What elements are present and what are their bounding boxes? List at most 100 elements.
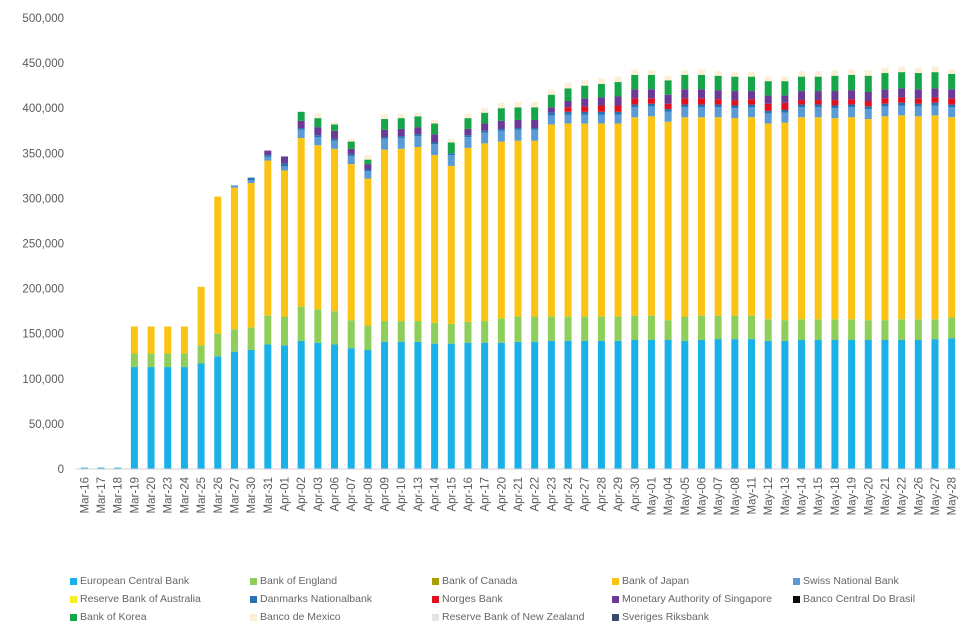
- bar-segment: [214, 196, 222, 334]
- bar-segment: [681, 70, 689, 75]
- bar-segment: [848, 90, 856, 100]
- bar-segment: [647, 103, 655, 107]
- bar-segment: [814, 100, 822, 105]
- bar-segment: [397, 118, 405, 129]
- x-tick-label: Mar-18: [113, 477, 125, 513]
- x-tick-label: May-15: [813, 477, 825, 515]
- bar-segment: [814, 104, 822, 108]
- bar-segment: [614, 105, 622, 112]
- bar-segment: [748, 76, 756, 92]
- bar-segment: [531, 140, 539, 317]
- bar-segment: [831, 105, 839, 109]
- bar-segment: [748, 315, 756, 340]
- bar-segment: [714, 99, 722, 105]
- bar-segment: [948, 69, 956, 74]
- bar-segment: [331, 148, 339, 312]
- bar-segment: [547, 340, 555, 469]
- x-tick-label: Apr-03: [313, 477, 325, 512]
- bar-segment: [864, 91, 872, 101]
- bar-segment: [697, 69, 705, 75]
- bar-segment: [564, 82, 572, 89]
- y-tick-label: 450,000: [22, 58, 64, 70]
- bar-segment: [798, 319, 806, 341]
- bar-segment: [381, 137, 389, 139]
- bar-segment: [731, 108, 739, 119]
- bar-segment: [914, 319, 922, 341]
- bar-segment: [597, 105, 605, 112]
- bar-segment: [547, 107, 555, 113]
- bar-segment: [531, 129, 539, 141]
- bar-segment: [280, 156, 288, 164]
- bar-segment: [748, 339, 756, 469]
- bar-segment: [748, 117, 756, 316]
- x-tick-label: May-12: [763, 477, 775, 515]
- bar-segment: [264, 160, 272, 316]
- bar-segment: [547, 115, 555, 125]
- bar-segment: [731, 118, 739, 316]
- bar-segment: [197, 345, 205, 364]
- bar-segment: [898, 102, 906, 106]
- bar-segment: [381, 129, 389, 138]
- bar-segment: [814, 71, 822, 77]
- x-tick-label: Mar-17: [96, 477, 108, 513]
- bar-segment: [664, 121, 672, 321]
- legend-label: Danmarks Nationalbank: [260, 593, 373, 605]
- bar-segment: [664, 80, 672, 95]
- bar-segment: [431, 142, 439, 145]
- bar-segment: [731, 76, 739, 92]
- bar-segment: [431, 343, 439, 469]
- bar-segment: [781, 112, 789, 123]
- legend-item: European Central Bank: [70, 575, 189, 587]
- bar-segment: [681, 117, 689, 317]
- bar-segment: [497, 141, 505, 319]
- bar-segment: [614, 123, 622, 317]
- bar-segment: [714, 75, 722, 91]
- bar-segment: [347, 164, 355, 321]
- bar-segment: [647, 98, 655, 104]
- bar-segment: [681, 316, 689, 341]
- legend-label: Bank of Canada: [442, 575, 518, 587]
- bar-segment: [864, 100, 872, 107]
- legend-swatch: [250, 613, 257, 621]
- bar-segment: [881, 103, 889, 107]
- legend-label: Bank of Korea: [80, 611, 147, 623]
- bar-segment: [514, 140, 522, 317]
- bar-segment: [447, 165, 455, 324]
- bar-segment: [664, 94, 672, 104]
- bar-segment: [397, 136, 405, 138]
- bar-segment: [381, 321, 389, 342]
- bar-segment: [447, 323, 455, 344]
- bar-segment: [631, 89, 639, 99]
- legend-swatch: [432, 577, 439, 585]
- legend-item: Reserve Bank of Australia: [70, 593, 201, 605]
- bar-segment: [564, 100, 572, 108]
- bar-segment: [931, 339, 939, 469]
- x-tick-label: May-06: [696, 477, 708, 515]
- bar-segment: [414, 112, 422, 117]
- x-tick-label: May-05: [680, 477, 692, 515]
- y-tick-label: 0: [58, 464, 64, 476]
- bar-segment: [397, 341, 405, 469]
- bar-segment: [697, 98, 705, 105]
- bar-segment: [597, 97, 605, 106]
- bar-segment: [614, 76, 622, 83]
- bar-segment: [781, 320, 789, 341]
- bar-segment: [331, 124, 339, 131]
- bar-segment: [464, 147, 472, 322]
- bar-segment: [814, 117, 822, 320]
- x-tick-label: Apr-29: [613, 477, 625, 512]
- bar-segment: [597, 78, 605, 84]
- bar-segment: [364, 349, 372, 469]
- bar-segment: [681, 340, 689, 469]
- bar-segment: [781, 95, 789, 103]
- x-tick-label: Mar-16: [79, 477, 91, 513]
- bar-segment: [347, 141, 355, 149]
- x-tick-label: Apr-22: [530, 477, 542, 512]
- bar-segment: [481, 342, 489, 469]
- bar-segment: [564, 88, 572, 101]
- legend-item: Banco Central Do Brasil: [793, 593, 915, 605]
- bar-segment: [714, 71, 722, 76]
- bar-segment: [631, 107, 639, 118]
- bar-segment: [881, 106, 889, 117]
- x-tick-label: Mar-20: [146, 477, 158, 513]
